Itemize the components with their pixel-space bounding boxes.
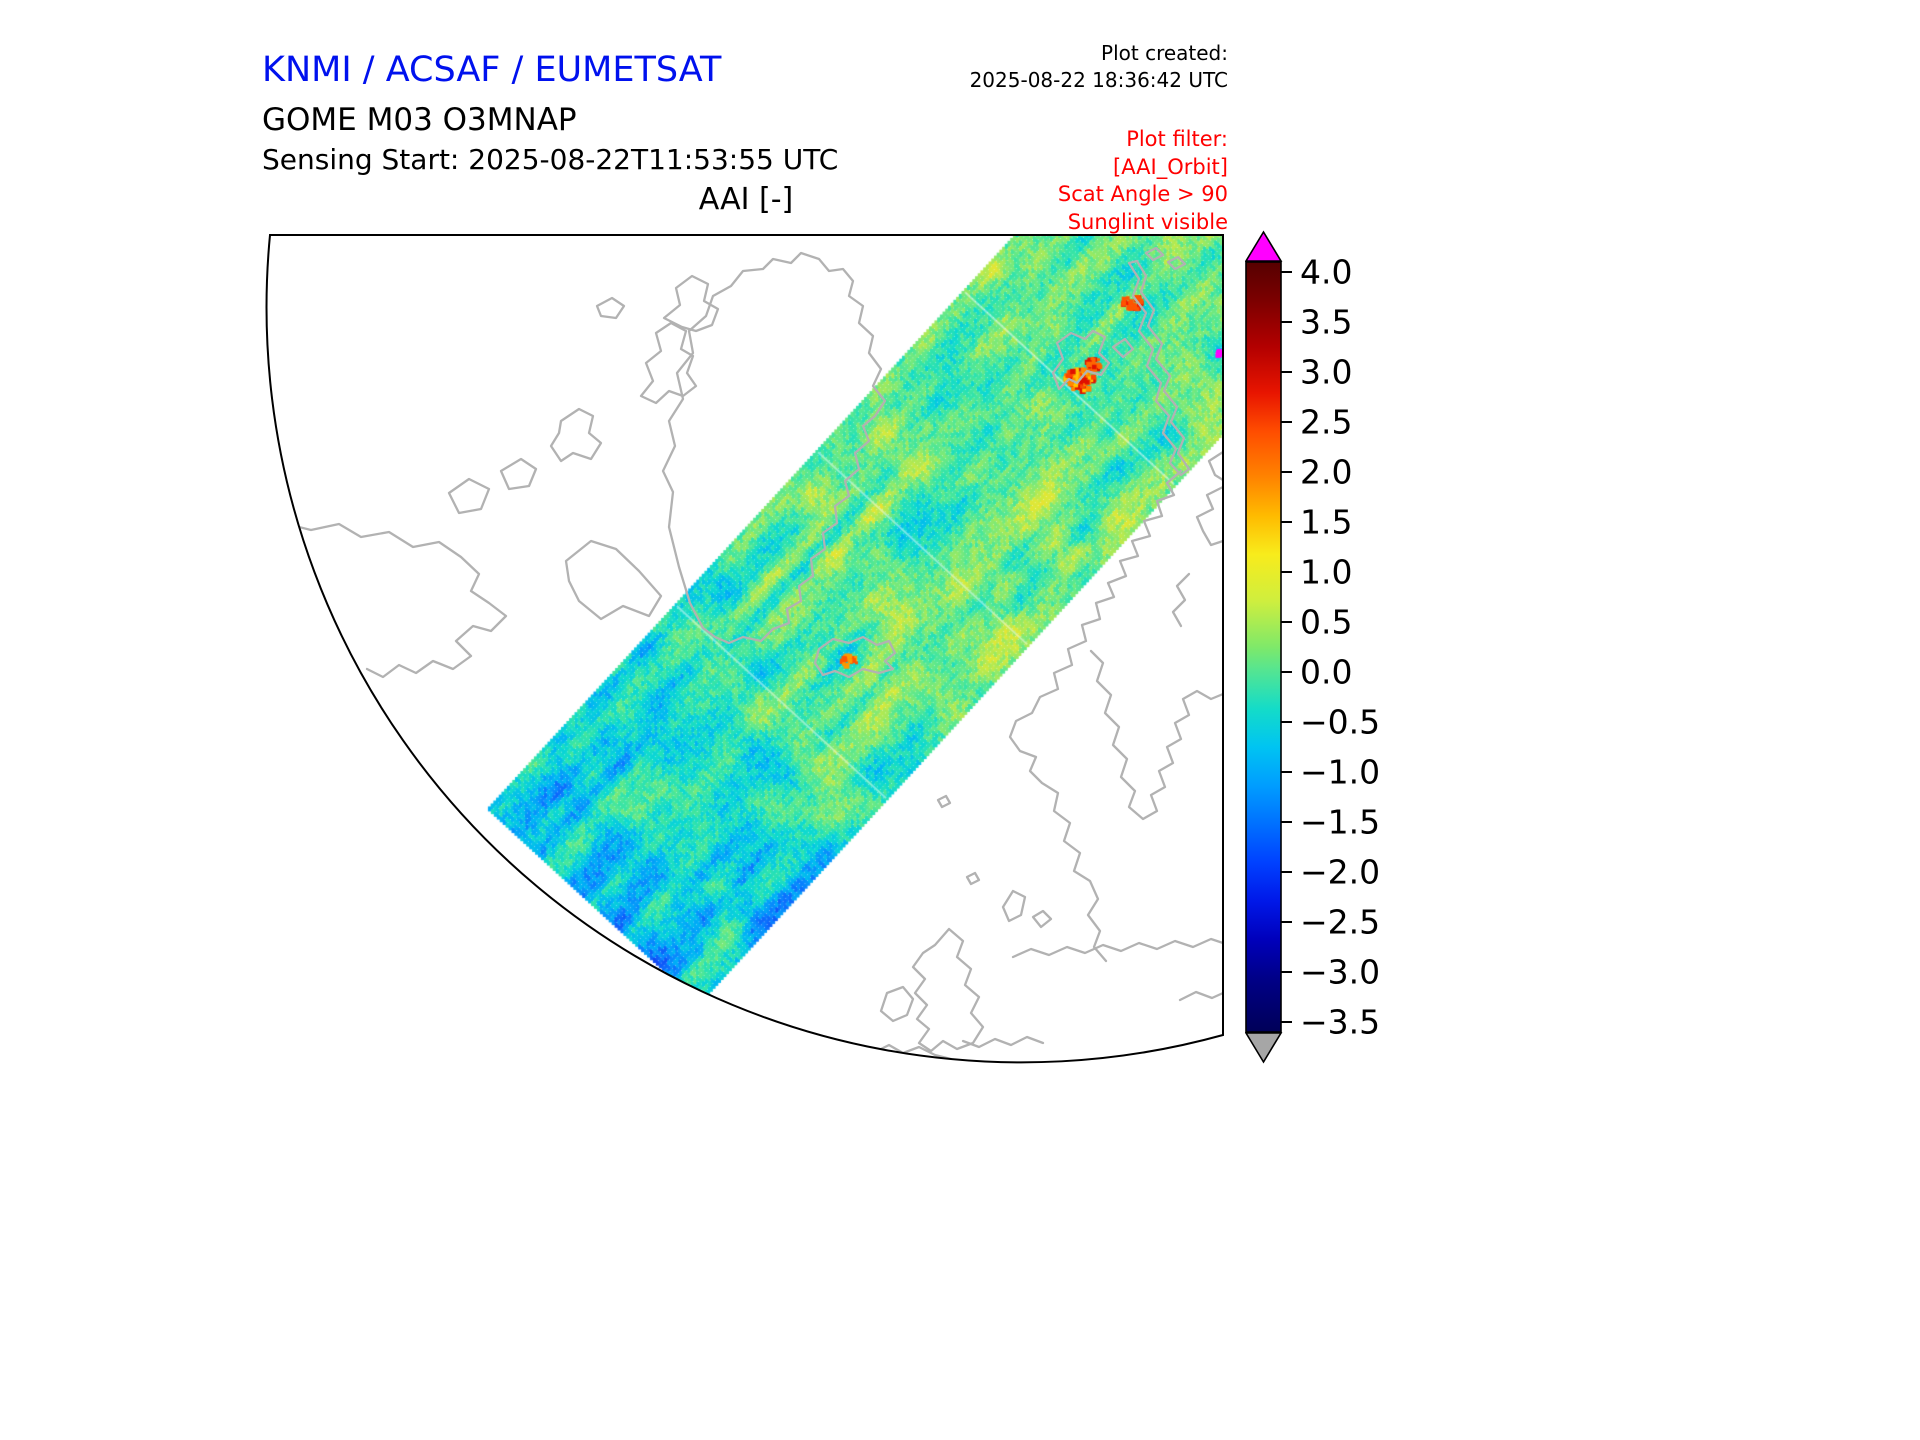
coastline-norway: [1008, 469, 1183, 963]
colorbar-tick-label: 0.0: [1300, 653, 1352, 692]
coastline-danish-isles: [1031, 909, 1053, 929]
colorbar-gradient: [1245, 261, 1282, 1033]
plot-filter: Plot filter: [AAI_Orbit] Scat Angle > 90…: [700, 126, 1228, 236]
colorbar-under-arrow: [1245, 1032, 1283, 1064]
colorbar-tick-label: 0.5: [1300, 603, 1352, 642]
coastline-arctic-island-d: [499, 457, 538, 491]
filter-line-0: Plot filter:: [1126, 127, 1228, 151]
coastline-canada-mainland: [281, 521, 508, 679]
coastline-svalbard-ne: [1111, 337, 1135, 359]
coastlines: [281, 246, 1223, 1061]
colorbar-tick-label: 2.0: [1300, 453, 1352, 492]
colorbar-tick-label: −0.5: [1300, 703, 1380, 742]
coastline-denmark: [1001, 889, 1027, 923]
filter-line-3: Sunglint visible: [1067, 209, 1228, 234]
colorbar-tick-label: −1.0: [1300, 753, 1380, 792]
coastline-ireland: [879, 985, 915, 1023]
coastline-greenland: [661, 251, 887, 645]
colorbar-over-arrow: [1245, 230, 1283, 262]
map-boundary: [265, 234, 1224, 1064]
colorbar-tick-label: 2.5: [1300, 403, 1352, 442]
org-title: KNMI / ACSAF / EUMETSAT: [262, 50, 722, 90]
coastline-novaya-zemlya: [1127, 259, 1191, 477]
coastline-ellesmere: [662, 274, 720, 333]
coastline-arctic-island-f: [595, 296, 626, 320]
coastline-great-britain: [911, 927, 985, 1053]
coastline-arctic-island-e: [447, 477, 491, 515]
coastline-franz-josef-a: [1144, 246, 1165, 262]
coastline-baltic-corner: [1178, 990, 1223, 1002]
colorbar-tick-label: −3.0: [1300, 953, 1380, 992]
colorbar-tick-label: −1.5: [1300, 803, 1380, 842]
coastline-baffin: [564, 539, 663, 621]
coastline-faroe: [936, 794, 952, 809]
plot-created-label: Plot created:: [1101, 41, 1228, 65]
sensing-start: Sensing Start: 2025-08-22T11:53:55 UTC: [262, 143, 839, 176]
colorbar-tick-label: 3.0: [1300, 353, 1352, 392]
colorbar-tick-label: −2.0: [1300, 853, 1380, 892]
colorbar-tick-label: 3.5: [1300, 303, 1352, 342]
colorbar-tick-label: 1.0: [1300, 553, 1352, 592]
coastline-arctic-island-a: [639, 321, 698, 405]
colorbar-tick-label: 4.0: [1300, 253, 1352, 292]
coastline-white-sea: [1171, 572, 1191, 628]
colorbar-tick-label: −3.5: [1300, 1003, 1380, 1042]
plot-title: AAI [-]: [698, 182, 794, 217]
coastline-gulf-of-bothnia: [1089, 649, 1223, 821]
filter-line-1: [AAI_Orbit]: [1113, 154, 1228, 179]
plot-created-value: 2025-08-22 18:36:42 UTC: [969, 68, 1228, 92]
coastline-kola: [1195, 485, 1223, 547]
coastline-franz-josef-b: [1166, 255, 1187, 271]
colorbar: 4.0 3.5 3.0 2.5 2.0 1.5 1.0 0.5 0.0 −0.5 −1.0 −1.5 −…: [1245, 230, 1380, 1064]
colorbar-tick-label: −2.5: [1300, 903, 1380, 942]
coastline-arctic-island-b: [549, 407, 603, 463]
colorbar-tick-label: 1.5: [1300, 503, 1352, 542]
coastline-barents-coast: [1207, 450, 1223, 482]
coastline-svalbard: [1051, 329, 1111, 391]
filter-line-2: Scat Angle > 90: [1057, 182, 1228, 206]
coastline-shetland: [965, 871, 981, 886]
coastline-iceland: [813, 635, 897, 679]
coastline-baltic-south: [1011, 937, 1223, 959]
product-title: GOME M03 O3MNAP: [262, 102, 577, 138]
plot-created: Plot created: 2025-08-22 18:36:42 UTC: [700, 40, 1228, 94]
coastline-benelux: [961, 1035, 1045, 1049]
